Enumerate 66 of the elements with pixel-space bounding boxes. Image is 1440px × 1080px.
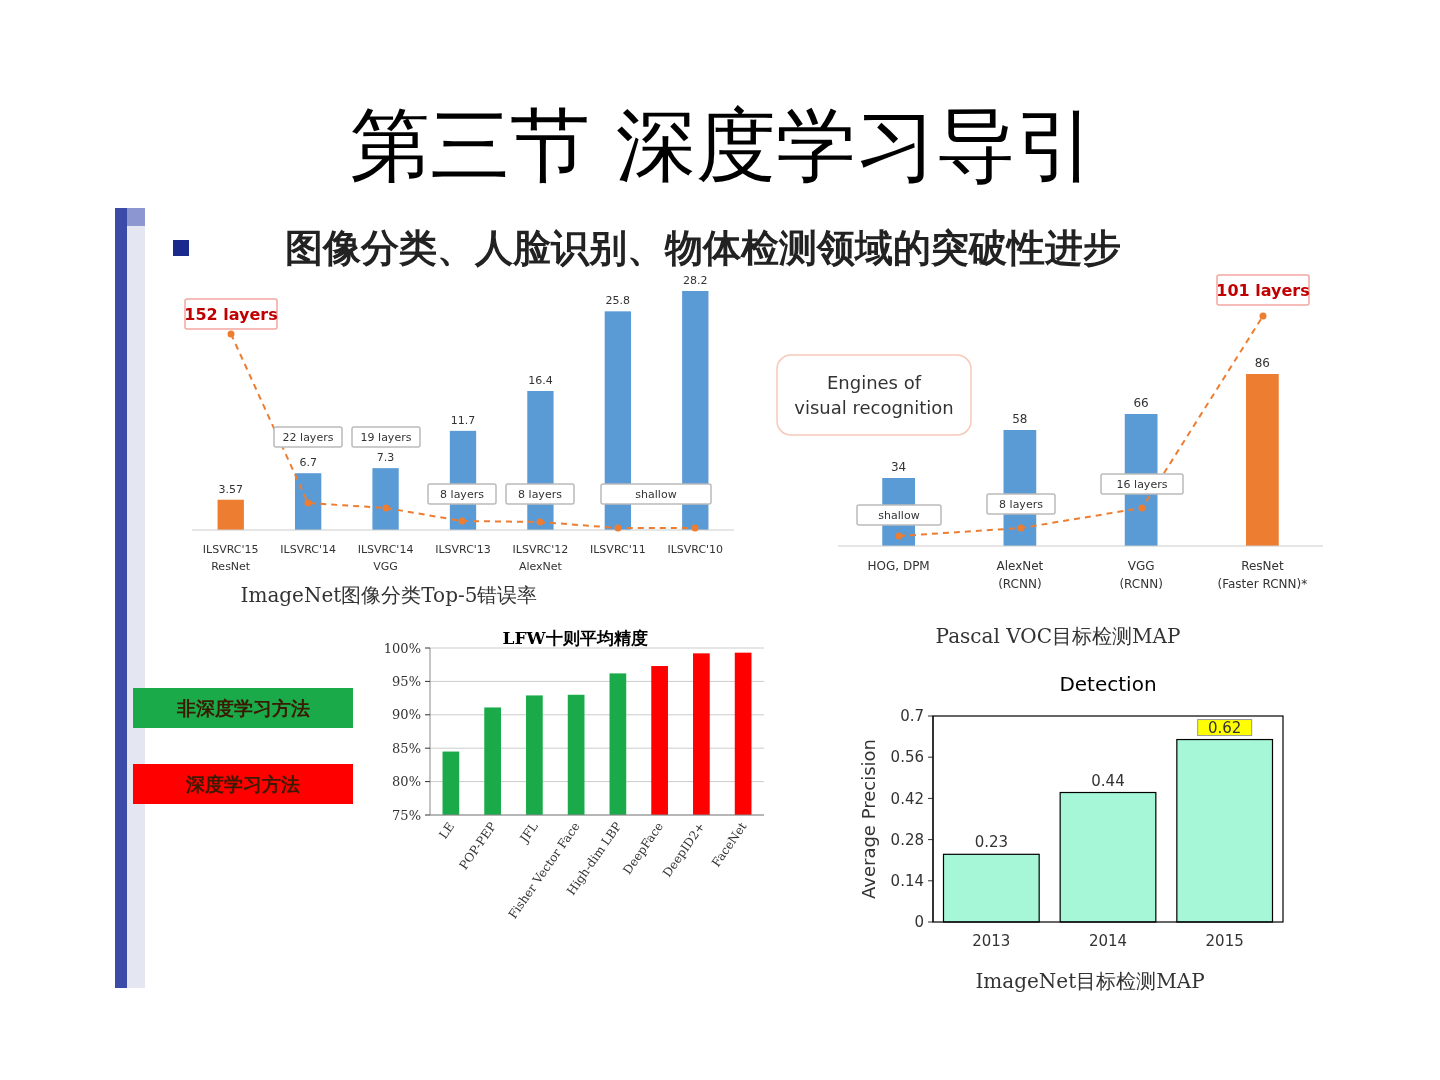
y-tick-label: 95%	[392, 673, 421, 689]
data-label: 25.8	[605, 294, 631, 308]
chart-title: Detection	[1059, 672, 1157, 696]
data-label: 66	[1133, 396, 1149, 410]
annotation: 22 layers	[282, 430, 334, 444]
y-tick-label: 0.42	[890, 789, 924, 808]
data-label: 16.4	[528, 374, 553, 388]
data-label: 7.3	[376, 451, 395, 465]
bar	[294, 473, 322, 530]
x-tick-label: 2014	[1088, 932, 1128, 950]
y-axis-title: Average Precision	[858, 739, 879, 899]
data-label: 28.2	[683, 274, 708, 287]
chart-title: 第三节 深度学习导引	[350, 99, 1096, 192]
y-tick-label: 85%	[392, 740, 421, 756]
text: 非深度学习方法	[175, 696, 310, 719]
x-tick-label: AlexNet (RCNN)	[996, 559, 1044, 591]
y-tick-label: 0.14	[890, 872, 924, 891]
annotation: 8 layers	[440, 487, 485, 501]
annotation: Engines of visual recognition	[794, 371, 954, 418]
data-label: 0.44	[1091, 771, 1125, 790]
chart-title: LFW十则平均精度	[502, 628, 648, 648]
x-tick-label: ILSVRC'11	[590, 543, 646, 556]
annotation: 8 layers	[999, 497, 1044, 511]
annotation: shallow	[635, 487, 677, 501]
x-tick-label: ILSVRC'15 ResNet	[202, 543, 259, 573]
text: 101 layers	[1216, 280, 1310, 300]
chart-subtitle: 图像分类、人脸识别、物体检测领域的突破性进步	[285, 226, 1121, 270]
x-tick-label: 2013	[972, 932, 1011, 950]
x-tick-label: ResNet (Faster RCNN)*	[1217, 559, 1308, 591]
y-tick-label: 0	[914, 913, 924, 932]
y-tick-label: 90%	[392, 707, 421, 723]
annotation: shallow	[878, 508, 920, 522]
bar	[217, 499, 244, 530]
annotation: 152 layers	[184, 304, 278, 324]
data-label: 58	[1012, 412, 1028, 426]
data-label: 11.7	[450, 413, 476, 427]
y-tick-label: 80%	[392, 774, 421, 790]
text: ImageNet图像分类Top-5错误率	[240, 583, 538, 607]
annotation: 16 layers	[1116, 477, 1168, 491]
bar	[372, 468, 399, 530]
y-tick-label: 0.56	[890, 748, 924, 767]
data-label: 0.23	[974, 833, 1009, 852]
y-tick-label: 0.7	[900, 707, 924, 726]
annotation: 19 layers	[360, 430, 412, 444]
data-label: 34	[890, 460, 907, 474]
annotation: 8 layers	[518, 487, 563, 501]
data-label: 0.62	[1207, 718, 1242, 737]
x-tick-label: LE	[436, 819, 458, 842]
x-tick-label: ILSVRC'12 AlexNet	[512, 543, 569, 573]
x-tick-label: 2015	[1205, 932, 1244, 950]
text: ImageNet目标检测MAP	[975, 969, 1205, 993]
x-tick-label: ILSVRC'14 VGG	[357, 543, 414, 573]
x-tick-label: VGG (RCNN)	[1119, 559, 1163, 591]
text: 深度学习方法	[185, 772, 300, 795]
data-label: 6.7	[299, 456, 317, 470]
bar	[1246, 374, 1279, 546]
data-label: 86	[1254, 356, 1271, 370]
x-tick-label: ILSVRC'13	[435, 543, 491, 556]
x-tick-label: ILSVRC'10	[667, 543, 724, 556]
x-tick-label: HOG, DPM	[867, 559, 930, 573]
y-tick-label: 75%	[392, 807, 421, 823]
x-tick-label: ILSVRC'14	[280, 543, 336, 556]
data-label: 3.57	[218, 482, 243, 496]
y-tick-label: 100%	[383, 640, 421, 656]
text: Pascal VOC目标检测MAP	[935, 624, 1181, 648]
y-tick-label: 0.28	[890, 830, 924, 849]
